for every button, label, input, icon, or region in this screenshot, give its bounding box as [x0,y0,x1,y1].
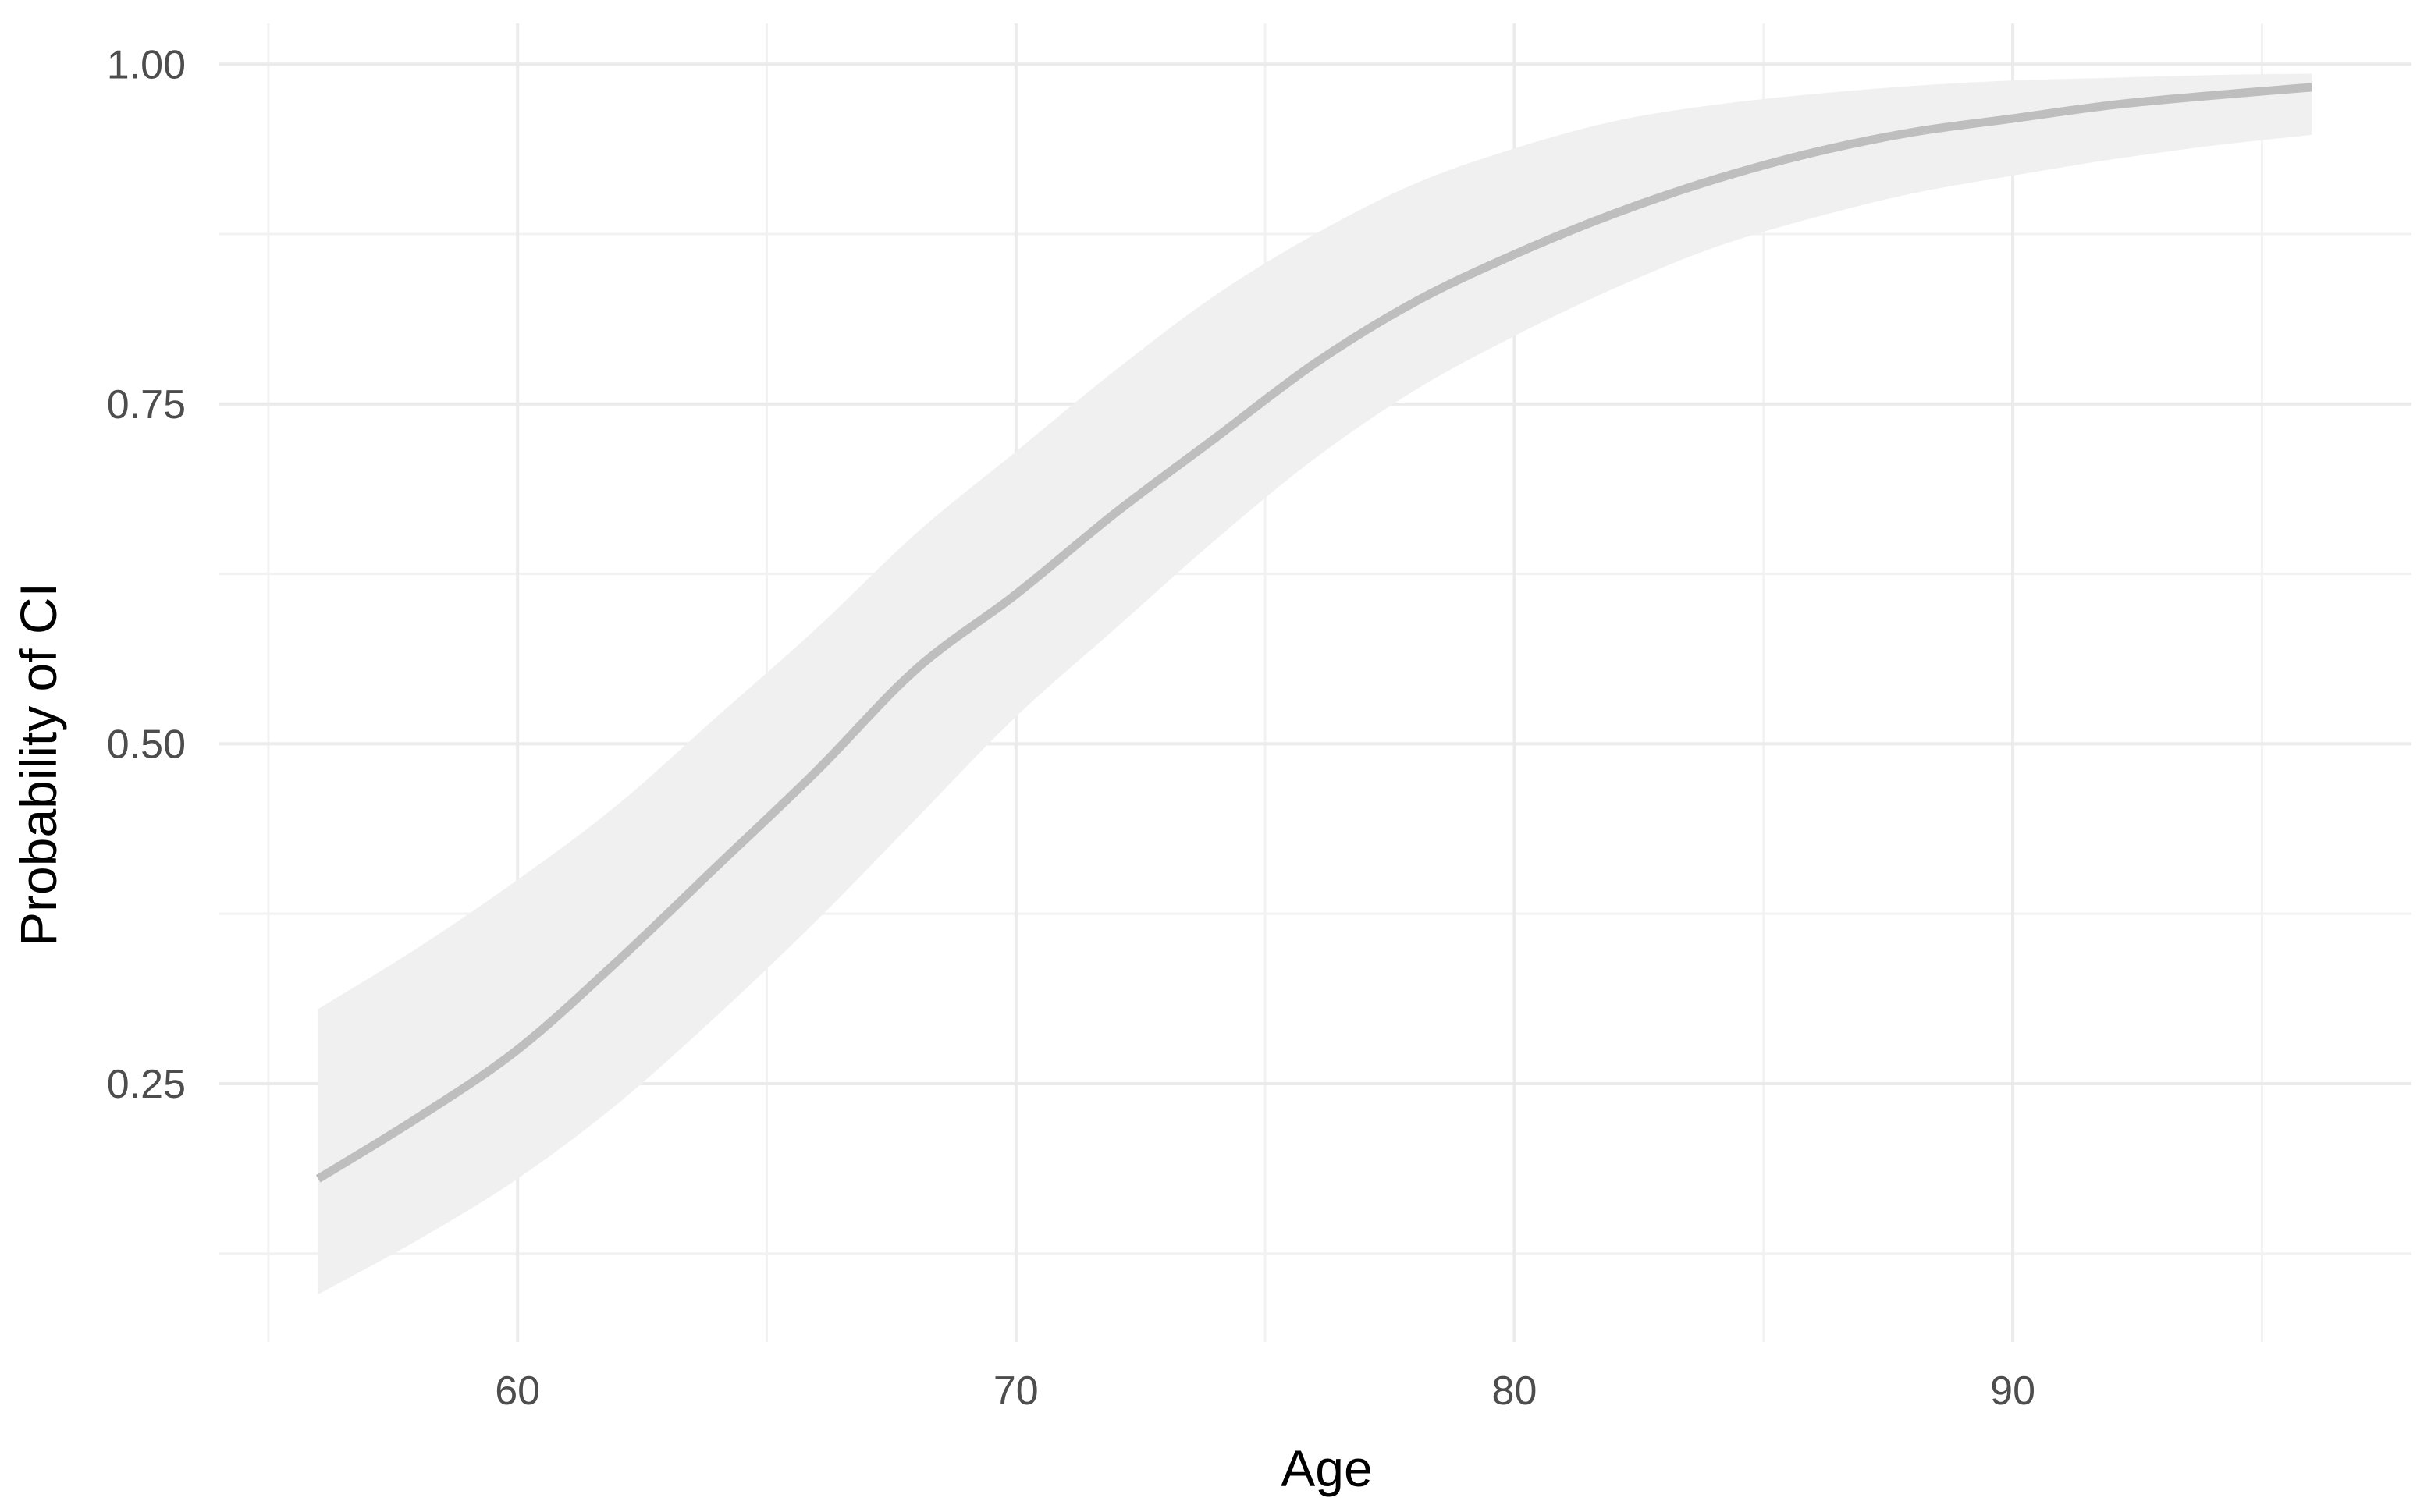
data-point [1912,131,1914,133]
data-point [816,770,817,772]
y-tick-label: 0.75 [107,382,186,428]
x-tick-label: 70 [993,1368,1039,1414]
data-point [2112,105,2113,106]
y-tick-label: 1.00 [107,42,186,87]
data-point [1314,363,1316,364]
data-point [1015,594,1017,595]
line-layer [315,83,2312,1183]
data-point [617,960,618,962]
data-point [417,1117,418,1119]
data-point [915,669,917,670]
x-axis-title: Age [1281,1439,1372,1497]
x-tick-label: 90 [1990,1368,2035,1414]
y-axis-title: Probability of CI [9,583,67,946]
data-point [1813,152,1814,154]
data-point [1513,254,1515,255]
confidence-ribbon-layer [318,73,2312,1295]
data-point [1414,301,1416,303]
confidence-ribbon [318,73,2312,1295]
data-point [1713,179,1715,180]
data-point [1115,512,1117,513]
data-point [2012,118,2013,119]
data-point [1214,437,1216,438]
data-point [2311,87,2312,88]
x-tick-label: 80 [1492,1368,1537,1414]
y-tick-label: 0.50 [107,722,186,767]
tick-label-layer: 60 70 80 90 0.25 0.50 0.75 1.00 [107,42,2035,1414]
probability-line [315,83,2312,1183]
data-point [716,865,718,867]
data-point [318,1178,319,1180]
data-point [517,1049,518,1050]
x-tick-label: 60 [495,1368,540,1414]
data-point [1613,213,1615,215]
data-point [2212,94,2213,96]
y-tick-label: 0.25 [107,1062,186,1107]
